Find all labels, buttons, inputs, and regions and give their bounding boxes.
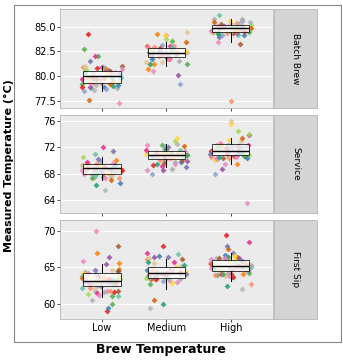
PathPatch shape [212,144,249,155]
Text: First Sip: First Sip [291,251,300,287]
PathPatch shape [148,150,185,159]
PathPatch shape [212,25,249,32]
Text: Service: Service [291,147,300,181]
Text: Brew Temperature: Brew Temperature [96,343,226,356]
PathPatch shape [83,164,121,174]
PathPatch shape [83,273,121,286]
Text: Measured Temperature (°C): Measured Temperature (°C) [3,79,14,252]
Text: Batch Brew: Batch Brew [291,32,300,84]
PathPatch shape [212,260,249,271]
PathPatch shape [148,267,185,278]
PathPatch shape [83,71,121,83]
PathPatch shape [148,49,185,57]
